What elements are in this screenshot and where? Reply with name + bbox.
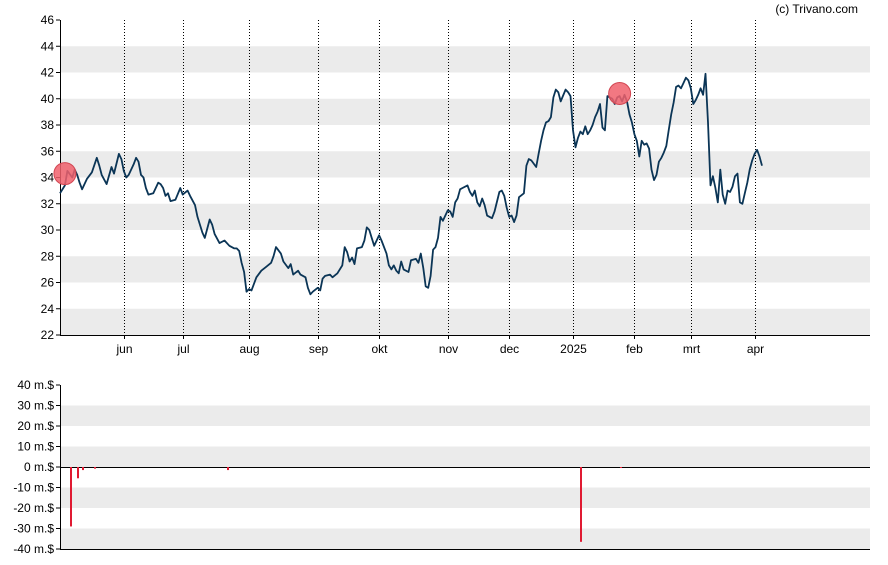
x-tick-label: 2025 (560, 342, 587, 356)
volume-panel: 40 m.$ 30 m.$ 20 m.$ 10 m.$ 0 m.$ -10 m.$ -20 … (13, 378, 870, 556)
x-tick-label: dec (500, 342, 519, 356)
volume-y-ticks: 40 m.$ 30 m.$ 20 m.$ 10 m.$ 0 m.$ -10 m.$ -20 … (13, 378, 60, 556)
y-tick-label: 26 (41, 276, 55, 290)
volume-bar (77, 467, 79, 479)
volume-bar (227, 467, 229, 471)
volume-y-tick-label: 10 m.$ (17, 440, 54, 454)
volume-y-tick-label: 30 m.$ (17, 399, 54, 413)
volume-bar (94, 467, 96, 469)
price-band (60, 203, 870, 230)
price-x-ticks: jun jul aug sep okt nov dec 2025 feb mrt apr (115, 335, 764, 356)
volume-band (60, 446, 870, 467)
price-band (60, 46, 870, 73)
volume-bar (82, 467, 84, 471)
volume-y-tick-label: -10 m.$ (13, 481, 54, 495)
credit-text: (c) Trivano.com (775, 2, 858, 16)
x-tick-label: jun (115, 342, 132, 356)
price-markers (53, 82, 632, 186)
y-tick-label: 28 (41, 249, 55, 263)
price-y-ticks: 22 24 26 28 30 32 34 36 38 40 42 44 46 (41, 13, 60, 342)
x-tick-label: aug (239, 342, 259, 356)
volume-band (60, 487, 870, 508)
y-tick-label: 40 (41, 92, 55, 106)
price-panel: 22 24 26 28 30 32 34 36 38 40 42 44 46 jun jul aug sep o… (41, 13, 870, 356)
price-bands (60, 46, 870, 335)
y-tick-label: 36 (41, 144, 55, 158)
volume-bands (60, 405, 870, 549)
y-tick-label: 30 (41, 223, 55, 237)
x-tick-label: feb (626, 342, 643, 356)
x-tick-label: nov (439, 342, 458, 356)
volume-y-tick-label: 20 m.$ (17, 419, 54, 433)
price-band (60, 98, 870, 125)
volume-y-tick-label: -40 m.$ (13, 542, 54, 556)
price-band (60, 151, 870, 178)
volume-axes (60, 385, 870, 550)
price-series-line (59, 72, 763, 296)
volume-bar (70, 467, 72, 527)
price-marker (608, 82, 632, 105)
volume-y-tick-label: -30 m.$ (13, 522, 54, 536)
volume-band (60, 528, 870, 549)
y-tick-label: 38 (41, 118, 55, 132)
volume-bars (70, 467, 622, 542)
volume-band (60, 405, 870, 426)
price-marker (53, 162, 77, 186)
volume-y-tick-label: -20 m.$ (13, 501, 54, 515)
y-tick-label: 22 (41, 328, 55, 342)
y-tick-label: 46 (41, 13, 55, 27)
volume-y-tick-label: 0 m.$ (24, 460, 54, 474)
x-tick-label: okt (371, 342, 388, 356)
volume-bar (580, 467, 582, 542)
y-tick-label: 42 (41, 66, 55, 80)
x-tick-label: jul (176, 342, 189, 356)
x-tick-label: sep (309, 342, 329, 356)
price-band (60, 308, 870, 335)
x-tick-label: apr (747, 342, 764, 356)
volume-bar (620, 467, 622, 469)
y-tick-label: 44 (41, 39, 55, 53)
y-tick-label: 24 (41, 302, 55, 316)
x-tick-label: mrt (683, 342, 701, 356)
y-tick-label: 34 (41, 171, 55, 185)
volume-y-tick-label: 40 m.$ (17, 378, 54, 392)
y-tick-label: 32 (41, 197, 55, 211)
price-band (60, 256, 870, 283)
